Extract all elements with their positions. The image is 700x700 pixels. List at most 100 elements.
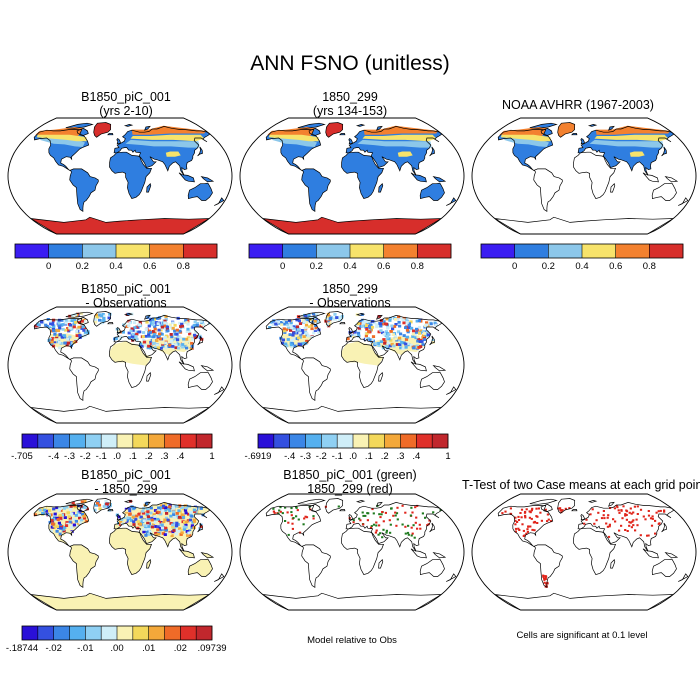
grid-cell xyxy=(165,326,169,329)
grid-cell xyxy=(305,333,309,337)
grid-cell xyxy=(127,507,131,511)
grid-cell xyxy=(629,507,632,510)
grid-cell xyxy=(340,316,344,320)
grid-cell xyxy=(96,501,100,505)
grid-cell xyxy=(384,511,387,514)
grid-cell xyxy=(130,335,135,338)
grid-cell xyxy=(138,330,142,334)
colorbar-tick-label: .09739 xyxy=(197,643,226,654)
grid-cell xyxy=(159,328,163,332)
grid-cell xyxy=(520,508,524,511)
grid-cell xyxy=(164,528,168,532)
grid-cell xyxy=(72,340,76,344)
land-samerica xyxy=(301,357,331,401)
grid-cell xyxy=(424,516,427,519)
grid-cell xyxy=(175,332,179,336)
grid-cell xyxy=(153,346,157,350)
grid-cell xyxy=(379,329,383,333)
grid-cell xyxy=(176,330,180,334)
grid-cell xyxy=(433,321,437,325)
coastline-newguinea xyxy=(432,552,447,559)
coastline-newguinea xyxy=(664,552,679,559)
grid-cell xyxy=(628,511,631,514)
coastline-indonesia xyxy=(642,548,659,559)
grid-cell xyxy=(147,333,151,337)
grid-cell xyxy=(164,315,168,318)
grid-cell xyxy=(305,315,309,318)
grid-cell xyxy=(175,504,179,508)
grid-cell xyxy=(193,333,197,337)
grid-cell xyxy=(281,512,284,515)
coastline-samerica xyxy=(69,544,99,589)
grid-cell xyxy=(644,518,647,521)
land-newguinea xyxy=(201,365,214,371)
grid-cell xyxy=(407,323,411,327)
grid-cell xyxy=(126,516,130,520)
colorbar-swatch xyxy=(196,626,213,640)
grid-cell xyxy=(106,505,110,509)
grid-cell xyxy=(149,508,153,511)
grid-cell xyxy=(608,523,611,526)
land-madagascar xyxy=(378,559,383,569)
grid-cell xyxy=(49,322,53,326)
grid-cell xyxy=(352,521,355,524)
grid-cell xyxy=(174,343,178,347)
snow-band-eu_high xyxy=(595,125,670,135)
grid-cell xyxy=(166,518,170,522)
coastline-baffin xyxy=(308,503,321,512)
grid-cell xyxy=(61,527,65,531)
coastline-britain xyxy=(348,138,354,145)
grid-cell xyxy=(147,314,151,318)
grid-cell xyxy=(125,518,129,522)
colorbar-swatch xyxy=(337,434,354,448)
grid-cell xyxy=(63,335,67,339)
grid-cell xyxy=(286,338,290,341)
map-boundary xyxy=(7,493,233,611)
colorbar-swatch xyxy=(258,434,275,448)
grid-cell xyxy=(424,323,429,327)
grid-cell xyxy=(172,507,176,510)
grid-cell xyxy=(51,320,55,324)
grid-cell xyxy=(40,320,44,324)
grid-cell xyxy=(289,323,293,327)
grid-cell xyxy=(68,523,72,526)
colorbar-swatch xyxy=(37,434,54,448)
coastline-samerica xyxy=(533,544,563,589)
grid-cell xyxy=(535,507,538,510)
grid-cell xyxy=(52,329,56,333)
grid-cell xyxy=(117,515,121,519)
grid-cell xyxy=(137,512,141,516)
grid-cell xyxy=(66,337,70,341)
colorbar-tick-label: 0.4 xyxy=(109,261,122,272)
grid-cell xyxy=(356,322,360,326)
grid-cell xyxy=(85,507,89,511)
colorbar-tick-label: .02 xyxy=(174,643,187,654)
grid-cell xyxy=(164,346,168,350)
grid-cell xyxy=(77,512,81,516)
grid-cell xyxy=(175,328,179,332)
grid-cell xyxy=(75,332,79,336)
grid-cell xyxy=(133,326,137,329)
grid-cell xyxy=(533,521,537,524)
grid-cell xyxy=(128,517,132,520)
grid-cell xyxy=(419,329,423,333)
grid-cell xyxy=(612,518,615,521)
coastline-namerica xyxy=(33,505,90,548)
grid-cell xyxy=(144,502,148,505)
grid-cell xyxy=(414,331,419,334)
grid-cell xyxy=(181,321,186,324)
grid-cell xyxy=(50,340,54,344)
grid-cell xyxy=(57,324,61,328)
grid-cell xyxy=(546,582,549,585)
grid-cell xyxy=(514,523,517,526)
grid-cell xyxy=(67,513,71,516)
grid-cell xyxy=(138,344,143,347)
colorbar-tick-label: .0 xyxy=(113,451,121,462)
grid-cell xyxy=(62,529,66,533)
colorbar-svg: 0 0.2 0.4 0.6 0.8 xyxy=(480,243,684,272)
colorbar-swatch xyxy=(368,434,385,448)
grid-cell xyxy=(277,512,280,515)
grid-cell xyxy=(68,335,72,339)
grid-cell xyxy=(153,327,157,331)
grid-cell xyxy=(193,320,197,324)
